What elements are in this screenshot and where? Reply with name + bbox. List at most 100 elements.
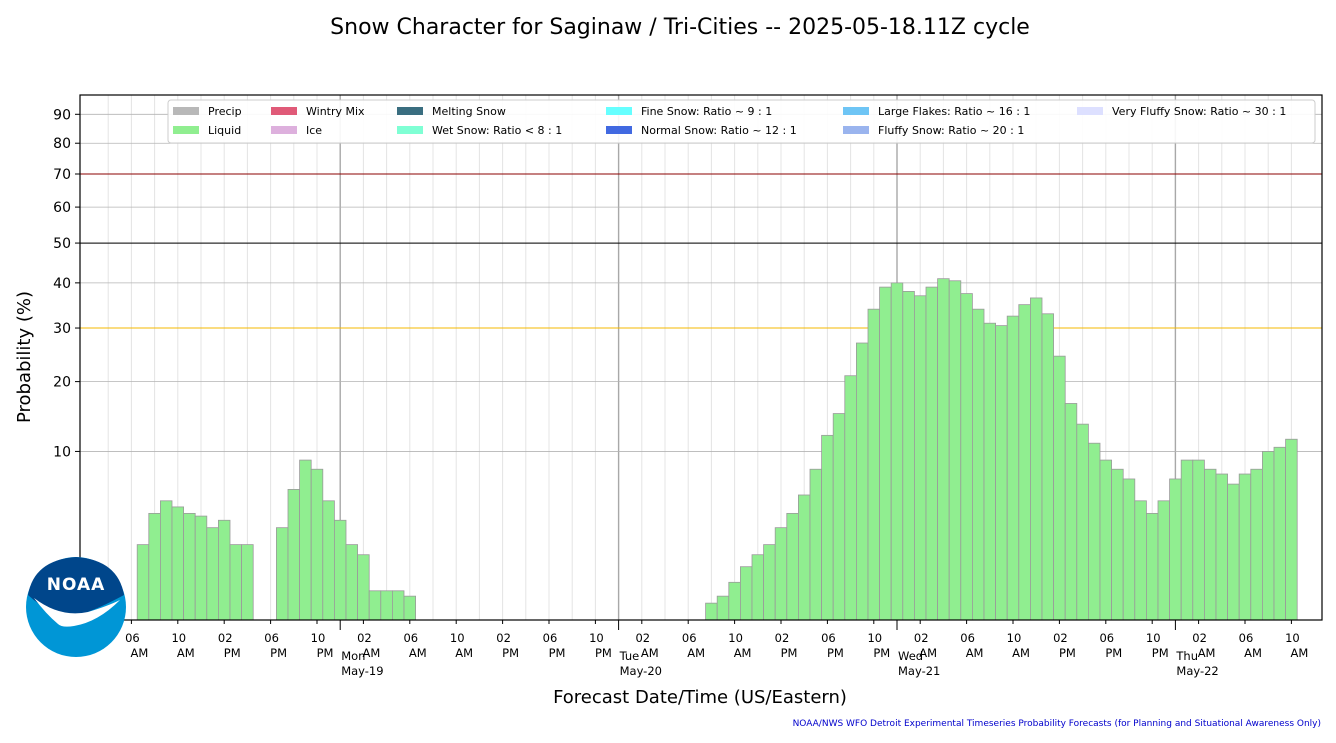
legend-label: Wet Snow: Ratio < 8 : 1 [432,124,562,137]
bar [1146,512,1159,621]
legend-swatch [173,107,199,115]
legend-label: Precip [208,105,242,118]
x-tick-label: AM [1012,646,1030,660]
credit-note: NOAA/NWS WFO Detroit Experimental Timese… [793,719,1321,729]
legend-label: Ice [306,124,322,137]
x-tick-label: 06 [125,631,140,645]
bar [1041,313,1054,621]
legend-label: Very Fluffy Snow: Ratio ~ 30 : 1 [1112,105,1286,118]
x-tick-label: 02 [1192,631,1207,645]
day-label: Thu [1175,649,1198,663]
x-tick-label: AM [455,646,473,660]
bar [229,544,242,621]
bar [856,342,869,621]
x-tick-label: PM [1105,646,1122,660]
chart-title: Snow Character for Saginaw / Tri-Cities … [330,15,1030,40]
day-label: May-20 [620,664,662,678]
plot-frame [79,94,1323,621]
bar [844,375,857,621]
bar [763,544,776,621]
bar [972,308,985,621]
x-tick-label: PM [317,646,334,660]
x-tick-label: 02 [357,631,372,645]
day-label: May-19 [341,664,383,678]
bar [194,515,208,621]
x-tick-label: 10 [589,631,604,645]
bar [206,527,219,621]
x-tick-label: PM [1059,646,1076,660]
x-tick-label: 10 [867,631,882,645]
x-tick-label: 02 [914,631,929,645]
bar [299,459,312,621]
y-tick-label: 50 [53,236,71,252]
bar [1018,304,1031,621]
noaa-logo: NOAA [26,557,126,657]
x-tick-label: PM [1152,646,1169,660]
x-tick-label: AM [687,646,705,660]
day-label: Tue [619,649,640,663]
day-label: May-22 [1176,664,1218,678]
bar [322,500,335,621]
bar [1157,500,1170,621]
bar [705,602,718,621]
legend-swatch [397,126,423,134]
day-label: Wed [898,649,923,663]
x-tick-label: AM [177,646,195,660]
bar [1088,442,1101,621]
bar [1169,478,1182,621]
bar [1053,355,1066,621]
bar [391,590,405,621]
legend-swatch [606,126,632,134]
y-tick-label: 90 [53,107,71,123]
day-label: May-21 [898,664,940,678]
x-tick-label: 10 [1007,631,1022,645]
bar [1262,451,1275,621]
x-tick-label: AM [966,646,984,660]
x-tick-label: PM [270,646,287,660]
bar [983,322,997,621]
legend-swatch [397,107,423,115]
x-tick-label: PM [781,646,798,660]
bar [1238,473,1252,621]
x-tick-label: 06 [682,631,697,645]
bar [914,295,927,621]
bar [867,308,881,621]
x-axis-ticks: 06AM10AM02PM06PM10PM02AM06AM10AM02PM06PM… [125,620,1308,660]
x-tick-label: PM [827,646,844,660]
y-tick-label: 20 [53,375,71,391]
legend-swatch [1077,107,1103,115]
x-tick-label: 10 [1285,631,1300,645]
bar [937,278,950,621]
x-axis-label: Forecast Date/Time (US/Eastern) [553,687,847,708]
legend-box [167,99,1316,144]
bar [960,293,973,621]
legend-label: Normal Snow: Ratio ~ 12 : 1 [641,124,797,137]
x-tick-label: 02 [1053,631,1068,645]
x-tick-label: AM [363,646,381,660]
x-tick-label: PM [595,646,612,660]
bar [217,519,231,621]
x-tick-label: 06 [543,631,558,645]
bar [995,325,1008,621]
bar [275,527,289,621]
x-tick-label: AM [409,646,427,660]
bar [1227,483,1240,621]
y-axis-ticks: 10 20 30 40 50 60 70 80 90 [53,107,80,460]
bar [925,286,939,621]
bar [890,282,904,621]
x-tick-label: PM [873,646,890,660]
logo-text: NOAA [47,575,106,595]
x-tick-label: 02 [218,631,233,645]
legend: Precip Liquid Wintry Mix Ice Melting Snow Wet… [167,99,1316,144]
x-tick-label: 10 [1146,631,1161,645]
day-label: Mon [341,649,365,663]
x-tick-label: PM [224,646,241,660]
bar [1006,315,1020,621]
x-tick-label: 10 [450,631,465,645]
bar [310,468,324,621]
y-tick-label: 70 [53,167,71,183]
x-tick-label: 02 [635,631,650,645]
bar [786,512,799,621]
x-tick-label: 02 [775,631,790,645]
bar [241,544,254,621]
